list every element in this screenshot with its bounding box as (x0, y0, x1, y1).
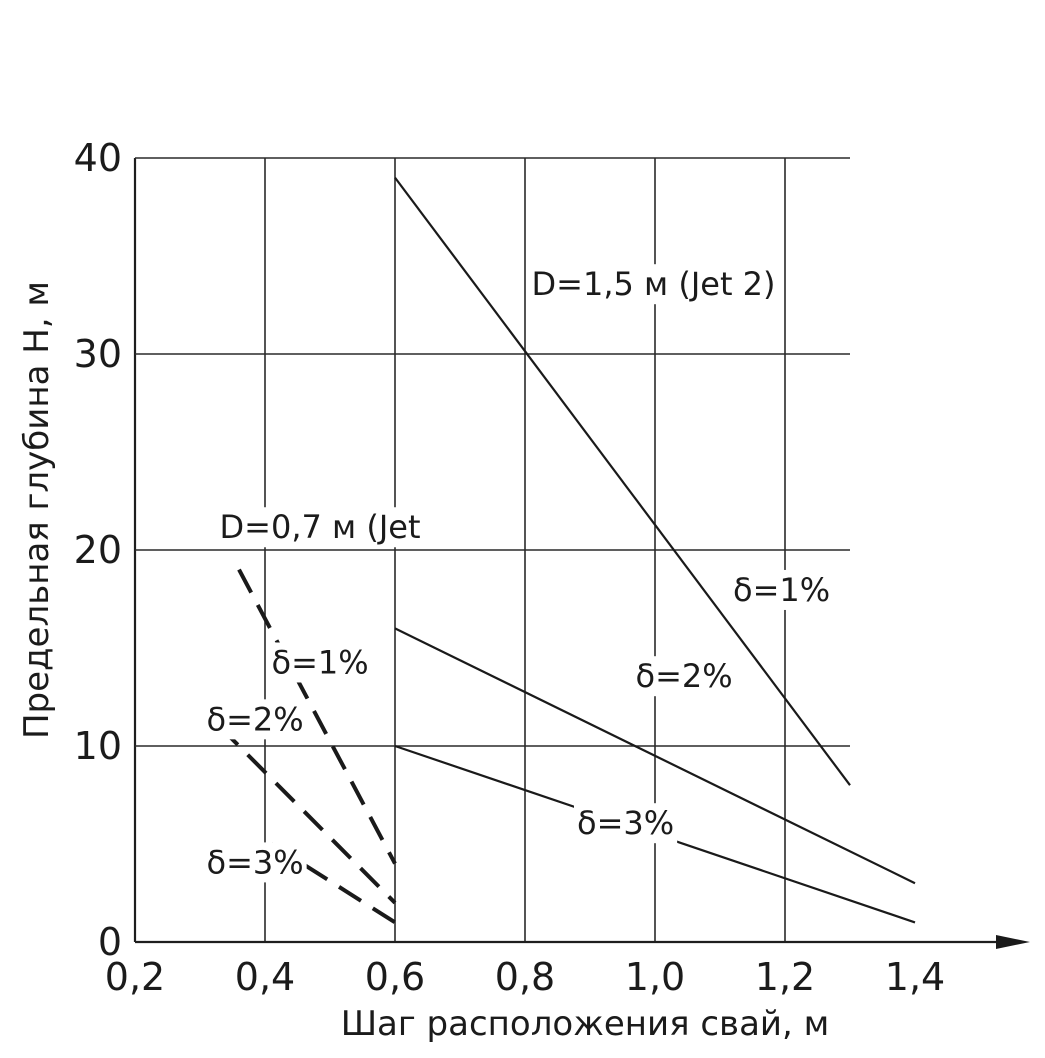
annotation-background (574, 803, 678, 844)
annotation-label: δ=3% (203, 842, 307, 883)
tick-labels: 0,2 0,4 0,6 0,8 1,0 1,2 1,4 0 10 20 30 40 (74, 136, 946, 999)
x-tick-label: 0,8 (495, 955, 555, 999)
annotation-text: δ=3% (207, 843, 304, 881)
annotation-background (730, 569, 834, 610)
annotation-background (632, 656, 736, 697)
x-tick-label: 0,2 (105, 955, 165, 999)
x-tick-label: 1,2 (755, 955, 815, 999)
annotation-label: δ=2% (203, 699, 307, 740)
y-tick-label: 0 (98, 920, 122, 964)
annotation-label: δ=3% (574, 803, 678, 844)
annotation-text: δ=2% (636, 657, 733, 695)
x-tick-label: 0,6 (365, 955, 425, 999)
x-tick-label: 1,4 (885, 955, 945, 999)
annotation-label: δ=1% (268, 642, 372, 683)
x-tick-label: 0,4 (235, 955, 295, 999)
series-line-d07-1 (237, 568, 397, 865)
x-tick-label: 1,0 (625, 955, 685, 999)
grid (133, 157, 850, 942)
annotation-background (216, 507, 424, 548)
annotation-text: δ=3% (577, 804, 674, 842)
y-tick-label: 40 (74, 136, 122, 180)
annotation-text: δ=1% (272, 643, 369, 681)
annotation-text: D=0,7 м (Jet (220, 508, 421, 546)
y-axis-label: Предельная глубина H, м (17, 281, 57, 739)
annotation-background (203, 699, 307, 740)
annotation-text: δ=2% (207, 700, 304, 738)
annotation-text: δ=1% (733, 571, 830, 609)
annotation-background (268, 642, 372, 683)
annotation-background (528, 264, 779, 305)
annotation-label: δ=2% (632, 656, 736, 697)
annotations: D=1,5 м (Jet 2) D=0,7 м (Jet δ=1% δ=2% δ=3% δ… (203, 264, 834, 883)
annotation-text: D=1,5 м (Jet 2) (532, 265, 776, 303)
y-tick-label: 10 (74, 724, 122, 768)
series-line-d15-2 (394, 627, 916, 885)
axes (135, 935, 1030, 949)
y-tick-label: 30 (74, 332, 122, 376)
annotation-label: D=1,5 м (Jet 2) (528, 264, 779, 305)
annotation-label: δ=1% (730, 569, 834, 610)
x-axis-arrow-icon (996, 935, 1030, 949)
x-axis-label: Шаг расположения свай, м (341, 1004, 830, 1044)
annotation-background (203, 842, 307, 883)
series-line-d15-1 (394, 176, 851, 786)
y-tick-label: 20 (74, 528, 122, 572)
annotation-label: D=0,7 м (Jet (216, 507, 424, 548)
series-line-d07-2 (218, 724, 397, 905)
